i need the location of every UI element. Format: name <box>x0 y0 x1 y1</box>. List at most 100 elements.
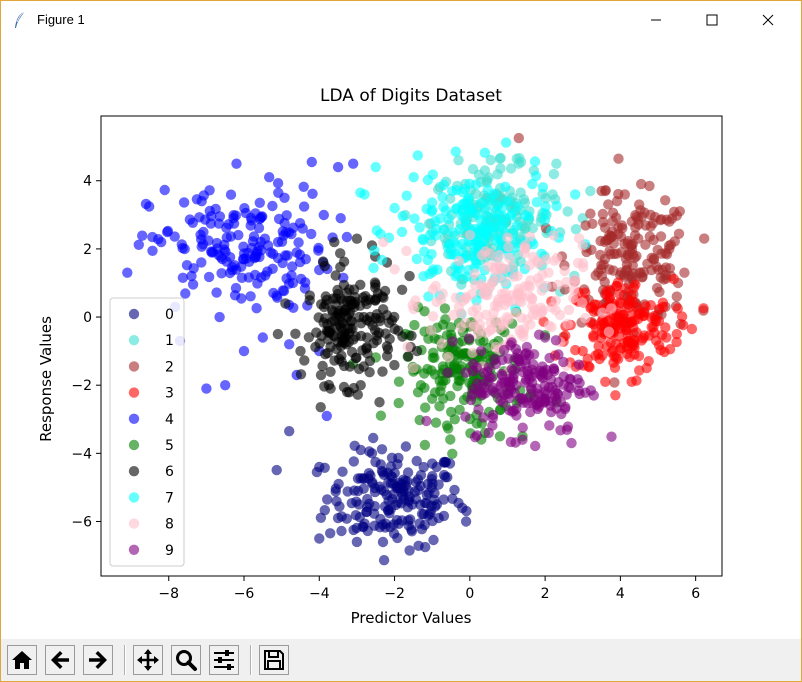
data-point-9 <box>478 367 489 379</box>
pan-button[interactable] <box>133 645 163 675</box>
data-point-5 <box>375 410 387 421</box>
data-point-3 <box>623 343 634 354</box>
data-point-3 <box>660 322 671 333</box>
data-point-4 <box>294 249 306 260</box>
data-point-0 <box>419 519 430 531</box>
data-point-9 <box>550 385 561 396</box>
data-point-9 <box>506 384 517 396</box>
y-axis-ticks: −6 −4 −2 0 2 4 <box>71 174 101 530</box>
data-point-9 <box>463 333 475 344</box>
data-point-3 <box>656 330 668 341</box>
data-point-3 <box>672 303 683 314</box>
maximize-button[interactable] <box>689 1 735 39</box>
data-point-2 <box>626 240 637 251</box>
figure-canvas[interactable]: LDA of Digits Dataset −8 −6 −4 −2 0 2 4 6 −6 −4−… <box>1 39 801 639</box>
data-point-2 <box>617 223 628 234</box>
data-point-6 <box>406 330 417 341</box>
data-point-8 <box>559 265 570 277</box>
data-point-7 <box>482 184 493 195</box>
data-point-3 <box>676 311 688 322</box>
data-point-8 <box>561 276 572 288</box>
data-point-4 <box>187 217 198 228</box>
data-point-6 <box>337 317 348 328</box>
x-tick-label: 2 <box>541 586 550 602</box>
data-point-9 <box>553 349 564 360</box>
data-point-6 <box>352 389 363 400</box>
data-point-8 <box>480 309 492 320</box>
legend-label-6: 6 <box>165 464 174 480</box>
data-point-9 <box>466 389 478 400</box>
data-point-6 <box>338 256 350 267</box>
data-point-6 <box>295 345 306 357</box>
data-point-8 <box>407 300 418 311</box>
legend-marker-7 <box>128 492 140 503</box>
data-point-7 <box>537 182 549 193</box>
data-point-0 <box>315 512 327 523</box>
data-point-0 <box>355 473 366 484</box>
data-point-2 <box>664 243 675 255</box>
x-axis-ticks: −8 −6 −4 −2 0 2 4 6 <box>158 576 700 602</box>
y-tick-label: −6 <box>71 514 92 530</box>
data-point-4 <box>225 231 237 242</box>
data-point-6 <box>389 359 400 371</box>
minimize-button[interactable] <box>633 1 679 39</box>
data-point-6 <box>329 236 340 248</box>
data-point-8 <box>508 271 519 282</box>
subplots-button[interactable] <box>209 645 239 675</box>
data-point-6 <box>354 300 366 311</box>
zoom-button[interactable] <box>171 645 201 675</box>
data-point-0 <box>387 471 398 483</box>
data-point-3 <box>641 362 652 374</box>
data-point-4 <box>147 245 158 256</box>
data-point-0 <box>392 459 403 470</box>
data-point-7 <box>551 200 562 212</box>
data-point-0 <box>358 483 369 494</box>
data-point-2 <box>699 233 710 244</box>
data-point-7 <box>531 197 542 208</box>
data-point-2 <box>626 271 638 282</box>
data-point-4 <box>253 222 265 234</box>
close-button[interactable] <box>745 1 791 39</box>
data-point-7 <box>539 215 550 226</box>
data-point-7 <box>443 213 454 225</box>
data-point-2 <box>609 377 620 388</box>
title-bar[interactable]: Figure 1 <box>1 1 801 39</box>
data-point-8 <box>427 311 439 322</box>
data-point-8 <box>568 284 579 295</box>
data-point-4 <box>257 332 268 343</box>
data-point-4 <box>280 250 291 261</box>
data-point-7 <box>431 223 442 235</box>
data-point-2 <box>645 209 656 220</box>
x-tick-label: −8 <box>158 586 179 602</box>
data-point-2 <box>597 216 609 228</box>
data-point-8 <box>492 297 503 308</box>
data-point-9 <box>517 422 528 433</box>
data-point-6 <box>304 290 315 301</box>
forward-button[interactable] <box>83 645 113 675</box>
data-point-7 <box>529 156 541 167</box>
data-point-6 <box>351 233 363 244</box>
data-point-5 <box>439 303 451 314</box>
data-point-3 <box>609 351 620 362</box>
data-point-4 <box>341 231 353 243</box>
data-point-1 <box>494 153 506 164</box>
maximize-icon <box>706 14 718 26</box>
data-point-2 <box>601 235 612 246</box>
data-point-4 <box>211 287 222 298</box>
data-point-7 <box>414 222 425 233</box>
data-point-0 <box>330 483 341 494</box>
data-point-4 <box>254 197 265 208</box>
data-point-6 <box>354 311 365 323</box>
back-button[interactable] <box>45 645 75 675</box>
data-point-1 <box>495 163 506 174</box>
toolbar-separator <box>250 645 252 675</box>
home-button[interactable] <box>7 645 37 675</box>
data-point-2 <box>605 249 616 260</box>
data-point-9 <box>460 411 471 422</box>
data-point-9 <box>487 412 498 424</box>
data-point-1 <box>453 155 464 166</box>
save-button[interactable] <box>259 645 289 675</box>
data-point-8 <box>467 347 478 358</box>
legend-label-1: 1 <box>165 333 174 349</box>
data-point-6 <box>318 301 330 313</box>
